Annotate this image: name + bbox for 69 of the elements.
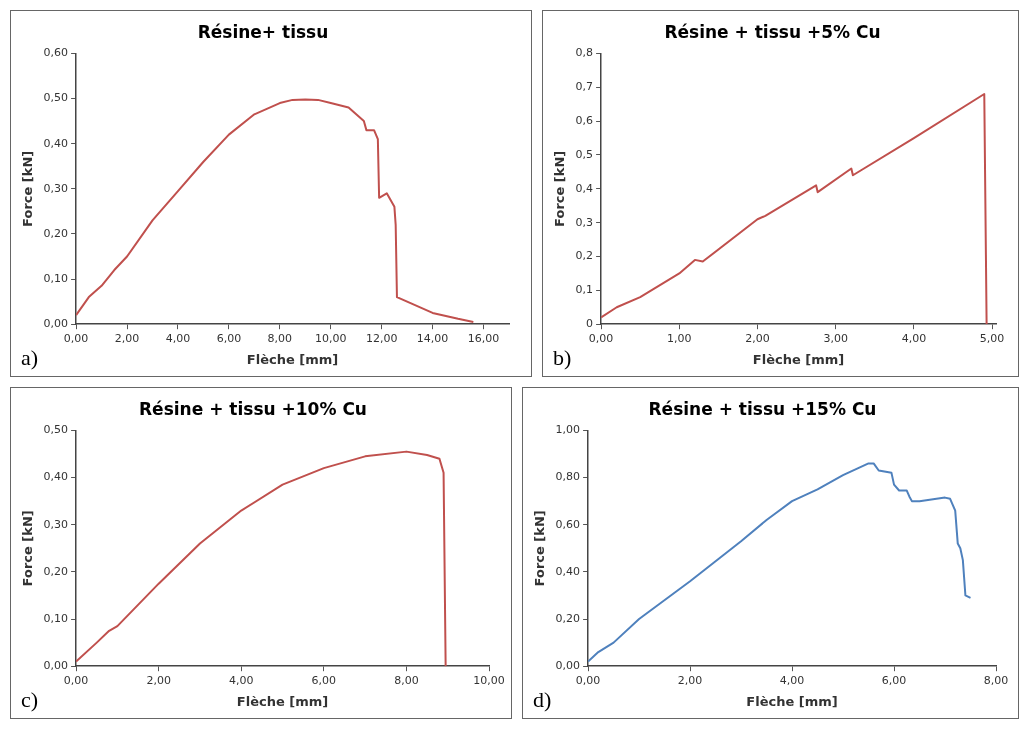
y-tick-label: 0,80 xyxy=(555,470,581,484)
text: c) xyxy=(21,686,39,712)
chart-title: Résine + tissu +15% Cu xyxy=(648,398,877,419)
x-tick-label: 2,00 xyxy=(146,673,171,687)
y-axis-title: Force [kN] xyxy=(20,150,36,227)
x-axis-title: Flèche [mm] xyxy=(746,693,838,709)
text: d) xyxy=(533,686,552,712)
x-tick-label: 2,00 xyxy=(114,331,140,345)
y-tick-label: 0,30 xyxy=(43,181,69,195)
x-axis-title: Flèche [mm] xyxy=(752,351,845,367)
x-tick-label: 6,00 xyxy=(311,673,337,687)
text: b) xyxy=(553,344,572,370)
y-tick-label: 0,20 xyxy=(43,226,69,240)
y-tick-label: 1,00 xyxy=(555,423,581,437)
y-tick-label: 0,30 xyxy=(43,517,69,531)
y-tick-label: 0,10 xyxy=(43,271,69,285)
y-tick-label: 0,3 xyxy=(575,215,594,229)
y-tick-label: 0,00 xyxy=(43,659,69,673)
x-tick-label: 0,00 xyxy=(588,331,614,345)
y-axis-title: Force [kN] xyxy=(552,150,568,227)
y-tick-label: 0,00 xyxy=(43,317,69,331)
x-tick-label: 4,00 xyxy=(165,331,191,345)
x-axis-title: Flèche [mm] xyxy=(246,351,339,367)
x-tick-label: 0,00 xyxy=(63,331,89,345)
y-tick-label: 0,20 xyxy=(555,611,581,625)
chart-title: Résine + tissu +5% Cu xyxy=(664,21,881,42)
y-axis-title: Force [kN] xyxy=(532,510,548,587)
y-tick-label: 0,20 xyxy=(43,564,69,578)
chart-title: Résine + tissu +10% Cu xyxy=(139,398,367,419)
x-tick-label: 0,00 xyxy=(63,673,89,687)
y-tick-label: 0,1 xyxy=(575,283,594,297)
y-axis-title: Force [kN] xyxy=(20,510,36,587)
y-tick-label: 0,50 xyxy=(43,91,69,105)
x-tick-label: 5,00 xyxy=(979,331,1005,345)
y-tick-label: 0,4 xyxy=(575,181,594,195)
x-tick-label: 1,00 xyxy=(667,331,692,345)
y-tick-label: 0 xyxy=(586,317,594,331)
x-tick-label: 14,00 xyxy=(416,331,449,345)
y-tick-label: 0,50 xyxy=(43,423,69,437)
x-tick-label: 6,00 xyxy=(216,331,242,345)
x-tick-label: 4,00 xyxy=(229,673,254,687)
y-tick-label: 0,6 xyxy=(575,113,594,127)
x-tick-label: 2,00 xyxy=(677,673,703,687)
x-tick-label: 4,00 xyxy=(901,331,927,345)
x-tick-label: 8,00 xyxy=(267,331,293,345)
x-tick-label: 2,00 xyxy=(745,331,770,345)
y-tick-label: 0,8 xyxy=(575,46,594,60)
x-tick-label: 16,00 xyxy=(467,331,500,345)
y-tick-label: 0,60 xyxy=(43,46,69,60)
y-tick-label: 0,5 xyxy=(575,147,594,161)
y-tick-label: 0,40 xyxy=(43,470,69,484)
chart-title: Résine+ tissu xyxy=(197,21,329,42)
x-tick-label: 8,00 xyxy=(394,673,419,687)
y-tick-label: 0,40 xyxy=(43,136,69,150)
y-tick-label: 0,2 xyxy=(575,249,594,263)
x-tick-label: 12,00 xyxy=(365,331,398,345)
y-tick-label: 0,10 xyxy=(43,611,69,625)
y-tick-label: 0,00 xyxy=(555,659,581,673)
text: a) xyxy=(21,344,39,370)
x-tick-label: 10,00 xyxy=(473,673,505,687)
y-tick-label: 0,7 xyxy=(575,80,594,94)
x-tick-label: 4,00 xyxy=(779,673,805,687)
x-tick-label: 8,00 xyxy=(983,673,1009,687)
x-tick-label: 3,00 xyxy=(823,331,848,345)
x-tick-label: 6,00 xyxy=(881,673,907,687)
x-tick-label: 10,00 xyxy=(314,331,347,345)
y-tick-label: 0,40 xyxy=(555,564,581,578)
y-tick-label: 0,60 xyxy=(555,517,581,531)
x-axis-title: Flèche [mm] xyxy=(236,693,329,709)
